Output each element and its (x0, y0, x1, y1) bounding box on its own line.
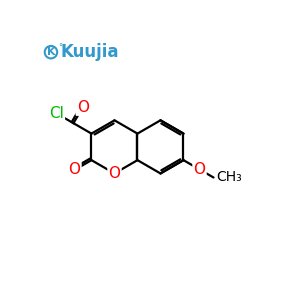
Text: O: O (194, 162, 206, 177)
Text: K: K (47, 47, 55, 57)
Text: O: O (109, 166, 121, 181)
Text: O: O (68, 163, 80, 178)
Text: °: ° (58, 44, 62, 52)
Text: Cl: Cl (49, 106, 64, 121)
Text: Kuujia: Kuujia (61, 43, 119, 61)
Text: CH₃: CH₃ (216, 170, 242, 184)
Text: O: O (77, 100, 89, 115)
